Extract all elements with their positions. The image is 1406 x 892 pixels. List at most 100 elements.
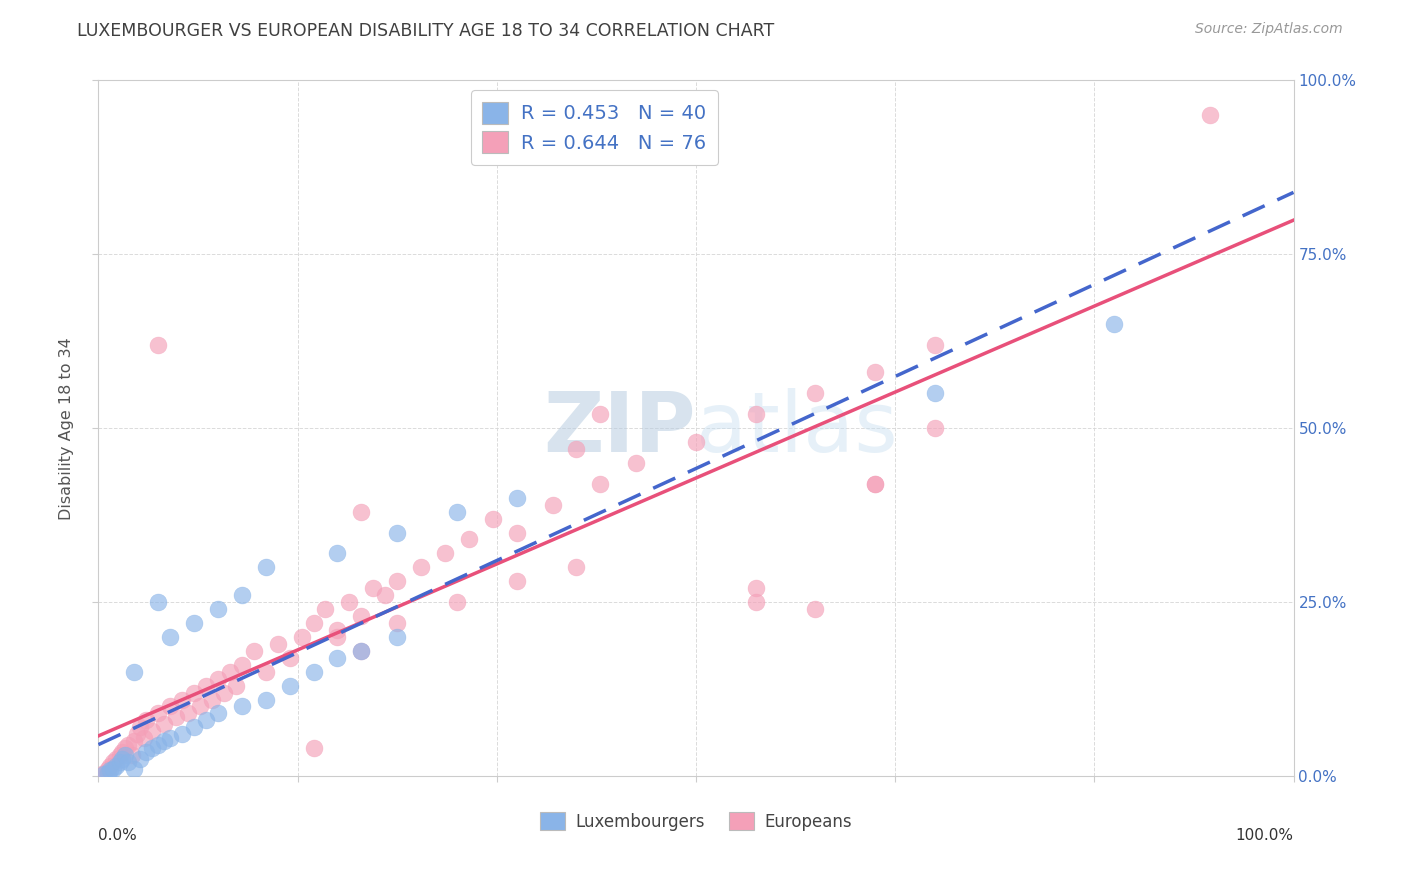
Point [589, 476, 612, 491]
Point [446, 595, 468, 609]
Point [267, 637, 290, 651]
Point [374, 588, 396, 602]
Point [111, 751, 134, 765]
Point [278, 679, 301, 693]
Point [506, 574, 529, 589]
Point [135, 714, 157, 728]
Point [481, 511, 505, 525]
Point [132, 731, 155, 745]
Point [302, 665, 325, 679]
Point [302, 741, 325, 756]
Point [111, 745, 134, 759]
Point [105, 758, 128, 772]
Point [865, 476, 887, 491]
Point [363, 581, 385, 595]
Point [135, 745, 157, 759]
Point [98, 758, 122, 772]
Point [685, 435, 707, 450]
Point [141, 741, 163, 756]
Point [93, 767, 115, 781]
Point [201, 692, 224, 706]
Point [129, 720, 152, 734]
Point [98, 764, 122, 778]
Point [243, 644, 266, 658]
Point [350, 505, 373, 519]
Point [350, 644, 373, 658]
Point [326, 546, 349, 560]
Point [924, 421, 946, 435]
Point [745, 595, 768, 609]
Point [124, 665, 146, 679]
Point [153, 734, 176, 748]
Point [231, 588, 253, 602]
Point [207, 672, 229, 686]
Point [117, 755, 139, 769]
Point [108, 755, 131, 769]
Point [350, 644, 373, 658]
Point [172, 727, 194, 741]
Point [565, 560, 588, 574]
Point [159, 731, 181, 745]
Text: 0.0%: 0.0% [98, 828, 138, 843]
Point [626, 456, 648, 470]
Point [153, 717, 176, 731]
Point [125, 727, 148, 741]
Point [385, 615, 409, 630]
Point [121, 748, 143, 763]
Point [350, 609, 373, 624]
Point [446, 505, 468, 519]
Point [148, 706, 170, 721]
Point [165, 710, 187, 724]
Point [91, 767, 114, 781]
Point [124, 734, 146, 748]
Point [411, 560, 433, 574]
Point [129, 751, 152, 765]
Point [254, 692, 277, 706]
Point [141, 723, 163, 738]
Text: atlas: atlas [696, 388, 897, 468]
Text: ZIP: ZIP [544, 388, 696, 468]
Point [195, 679, 218, 693]
Point [93, 765, 115, 780]
Point [172, 692, 194, 706]
Point [339, 595, 361, 609]
Point [188, 699, 211, 714]
Point [865, 366, 887, 380]
Point [148, 738, 170, 752]
Point [506, 491, 529, 505]
Point [745, 581, 768, 595]
Point [804, 386, 827, 401]
Point [506, 525, 529, 540]
Point [159, 630, 181, 644]
Point [207, 602, 229, 616]
Point [183, 685, 205, 699]
Point [385, 574, 409, 589]
Point [148, 595, 170, 609]
Legend: Luxembourgers, Europeans: Luxembourgers, Europeans [533, 805, 859, 838]
Point [219, 665, 242, 679]
Point [254, 665, 277, 679]
Point [804, 602, 827, 616]
Point [1199, 108, 1222, 122]
Point [291, 630, 314, 644]
Point [207, 706, 229, 721]
Point [865, 476, 887, 491]
Text: LUXEMBOURGER VS EUROPEAN DISABILITY AGE 18 TO 34 CORRELATION CHART: LUXEMBOURGER VS EUROPEAN DISABILITY AGE … [77, 22, 775, 40]
Point [97, 765, 120, 780]
Point [541, 498, 564, 512]
Point [101, 762, 124, 776]
Point [225, 679, 247, 693]
Y-axis label: Disability Age 18 to 34: Disability Age 18 to 34 [59, 337, 75, 519]
Point [177, 706, 200, 721]
Point [105, 751, 128, 765]
Point [183, 720, 205, 734]
Point [302, 615, 325, 630]
Point [589, 407, 612, 421]
Point [254, 560, 277, 574]
Point [1104, 317, 1126, 331]
Text: Source: ZipAtlas.com: Source: ZipAtlas.com [1195, 22, 1343, 37]
Point [326, 630, 349, 644]
Point [159, 699, 181, 714]
Point [101, 755, 124, 769]
Point [278, 650, 301, 665]
